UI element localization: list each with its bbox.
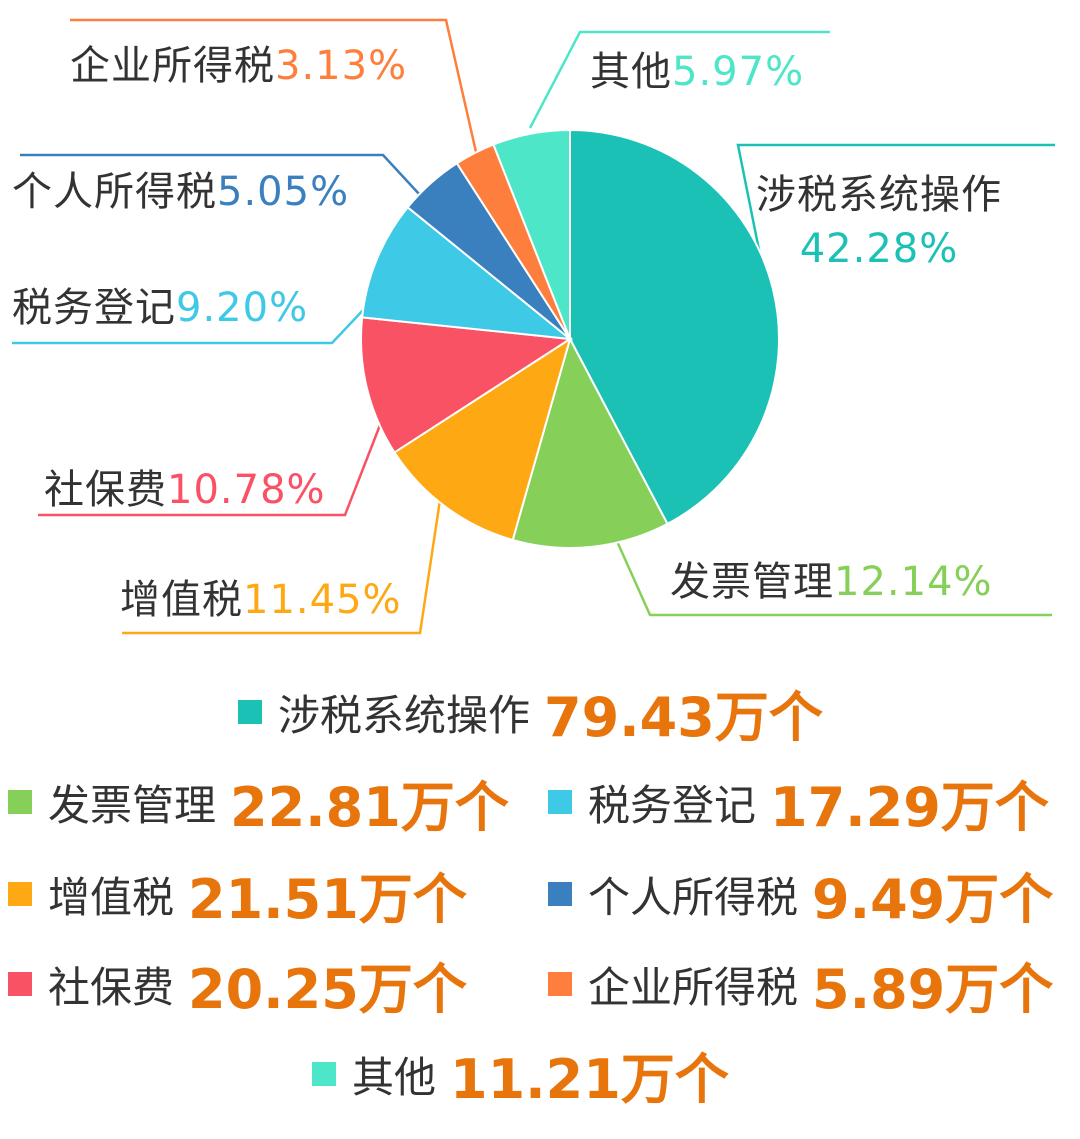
- leader-line-corporate-income-tax: [70, 18, 478, 153]
- legend-item: 个人所得税 9.49万个: [548, 862, 1053, 931]
- legend-row: 其他 11.21万个: [0, 1042, 1080, 1111]
- legend-item: 发票管理 22.81万个: [8, 770, 509, 839]
- legend-value: 20.25万个: [188, 957, 467, 1021]
- legend-swatch: [548, 882, 572, 906]
- legend-row: 发票管理 22.81万个 税务登记 17.29万个: [0, 770, 1080, 839]
- slice-label-name: 增值税: [120, 577, 243, 623]
- legend-item: 涉税系统操作 79.43万个: [238, 680, 823, 749]
- legend-value: 9.49万个: [812, 867, 1054, 931]
- slice-label-percent: 9.20%: [176, 285, 309, 331]
- legend-value: 79.43万个: [544, 685, 823, 749]
- legend-name: 企业所得税: [588, 962, 799, 1012]
- legend-swatch: [8, 882, 32, 906]
- legend-value: 17.29万个: [770, 775, 1049, 839]
- leader-line-vat: [122, 499, 442, 635]
- legend-name: 其他: [352, 1052, 437, 1102]
- legend-swatch: [8, 790, 32, 814]
- slice-label-name: 发票管理: [670, 559, 834, 605]
- slice-label-tax-system-operation: 涉税系统操作 42.28%: [756, 168, 1002, 276]
- legend-name: 个人所得税: [588, 872, 799, 922]
- leader-line-personal-income-tax: [20, 153, 421, 196]
- legend-item: 增值税 21.51万个: [8, 862, 467, 931]
- slice-label-social-insurance: 社保费10.78%: [44, 470, 326, 510]
- slice-label-percent: 5.05%: [217, 169, 350, 215]
- legend-value: 5.89万个: [812, 957, 1054, 1021]
- legend-name: 涉税系统操作: [278, 690, 531, 740]
- legend-name: 发票管理: [48, 780, 217, 830]
- slice-label-tax-registration: 税务登记9.20%: [12, 288, 308, 328]
- legend-swatch: [8, 972, 32, 996]
- pie-slice-other: [492, 128, 571, 340]
- slice-label-name: 涉税系统操作: [756, 172, 1002, 218]
- legend-swatch: [548, 972, 572, 996]
- slice-label-name: 税务登记: [12, 285, 176, 331]
- leader-line-tax-registration: [12, 306, 367, 345]
- slice-label-percent: 42.28%: [799, 226, 959, 272]
- slice-label-invoice-management: 发票管理12.14%: [670, 562, 993, 602]
- pie-slice-vat: [393, 336, 572, 542]
- legend-name: 增值税: [48, 872, 175, 922]
- legend-item: 社保费 20.25万个: [8, 952, 467, 1021]
- legend-name: 税务登记: [588, 780, 757, 830]
- legend-value: 21.51万个: [188, 867, 467, 931]
- pie-slice-social-insurance: [360, 316, 573, 454]
- leader-line-other: [528, 30, 830, 129]
- legend-value: 11.21万个: [450, 1047, 729, 1111]
- legend-item: 其他 11.21万个: [312, 1042, 729, 1111]
- legend-name: 社保费: [48, 962, 175, 1012]
- pie-slice-invoice-management: [511, 336, 669, 549]
- slice-label-other: 其他5.97%: [590, 52, 804, 92]
- pie-slice-tax-registration: [361, 205, 574, 341]
- slice-label-vat: 增值税11.45%: [120, 580, 402, 620]
- pie-chart: [12, 18, 1055, 635]
- legend-item: 税务登记 17.29万个: [548, 770, 1049, 839]
- legend-row: 增值税 21.51万个 个人所得税 9.49万个: [0, 862, 1080, 931]
- slice-label-name: 其他: [590, 49, 672, 95]
- slice-label-corporate-income-tax: 企业所得税3.13%: [70, 46, 407, 86]
- legend-swatch: [548, 790, 572, 814]
- leader-line-social-insurance: [38, 419, 384, 517]
- slice-label-name: 社保费: [44, 467, 167, 513]
- slice-label-name: 个人所得税: [12, 169, 217, 215]
- slice-label-percent: 3.13%: [275, 43, 408, 89]
- legend-row: 社保费 20.25万个 企业所得税 5.89万个: [0, 952, 1080, 1021]
- pie-slice-tax-system-operation: [569, 128, 780, 526]
- slice-label-percent: 12.14%: [834, 559, 993, 605]
- slice-label-percent: 10.78%: [167, 467, 326, 513]
- legend-swatch: [312, 1062, 336, 1086]
- slice-label-name: 企业所得税: [70, 43, 275, 89]
- slice-label-personal-income-tax: 个人所得税5.05%: [12, 172, 349, 212]
- legend-row: 涉税系统操作 79.43万个: [0, 680, 1080, 749]
- legend-swatch: [238, 700, 262, 724]
- legend-value: 22.81万个: [230, 775, 509, 839]
- leader-line-invoice-management: [610, 529, 1052, 617]
- slice-label-percent: 11.45%: [243, 577, 402, 623]
- slice-label-percent: 5.97%: [672, 49, 805, 95]
- legend-item: 企业所得税 5.89万个: [548, 952, 1053, 1021]
